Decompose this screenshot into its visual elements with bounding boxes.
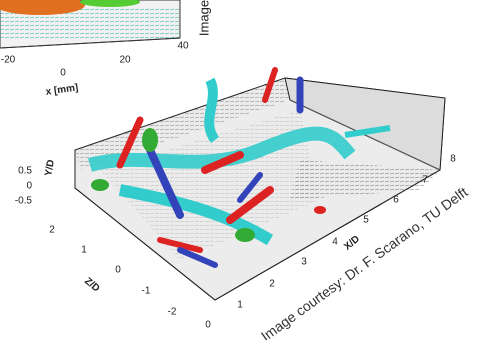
z-tick-label: -1: [142, 286, 151, 297]
y-tick-label: 0: [26, 181, 32, 192]
x-tick-label: 3: [301, 257, 307, 268]
z-tick-label: -2: [168, 307, 177, 318]
x-tick-label: 1: [237, 300, 243, 311]
x-axis-label: X/D: [342, 234, 362, 253]
inset-x-tick: 20: [119, 55, 131, 66]
inset-plot: [0, 0, 181, 49]
x-tick-label: 7: [422, 175, 428, 186]
y-tick-label: 0.5: [18, 166, 32, 177]
z-tick-label: 1: [81, 245, 87, 256]
inset-x-tick: 0: [60, 68, 66, 79]
x-tick-label: 4: [332, 237, 338, 248]
vortex-structures: [87, 67, 391, 268]
inset-x-tick: 40: [177, 41, 189, 52]
inset-x-tick: -20: [1, 55, 16, 66]
x-tick-label: 8: [450, 154, 456, 165]
inset-x-label: x [mm]: [45, 82, 79, 97]
x-tick-label: 0: [205, 320, 211, 331]
z-tick-label: 0: [115, 265, 121, 276]
y-axis-label: Y/D: [43, 159, 57, 177]
z-axis-label: Z/D: [82, 276, 101, 295]
x-tick-label: 6: [393, 195, 399, 206]
x-tick-label: 5: [363, 215, 369, 226]
volume-box: [74, 77, 446, 301]
x-tick-label: 2: [269, 279, 275, 290]
inset-side-text: Image: [196, 0, 211, 36]
y-tick-label: -0.5: [15, 196, 33, 207]
z-tick-label: 2: [49, 225, 55, 236]
